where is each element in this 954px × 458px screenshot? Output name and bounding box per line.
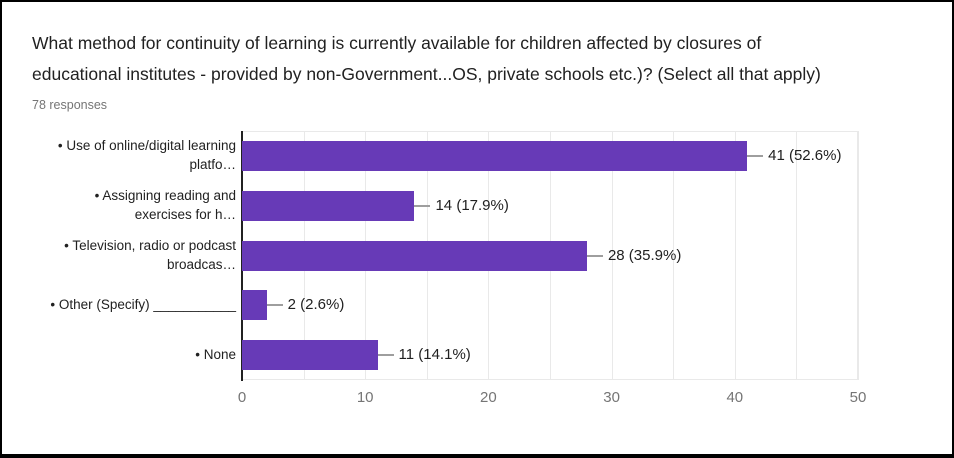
bar — [242, 190, 415, 221]
bar-value-label: 28 (35.9%) — [607, 246, 682, 264]
bar-value-label: 11 (14.1%) — [398, 346, 471, 364]
category-label-line: • Assigning reading and — [94, 187, 236, 203]
x-tick-label: 0 — [237, 389, 247, 406]
category-label: • None — [32, 345, 236, 364]
x-tick-label: 10 — [356, 389, 374, 406]
gridline — [796, 131, 798, 380]
bar-value-label: 2 (2.6%) — [287, 296, 345, 314]
responses-count: 78 responses — [32, 98, 108, 112]
bar — [242, 290, 267, 321]
x-tick-label: 40 — [726, 389, 744, 406]
category-label-line: • None — [195, 346, 236, 362]
question-title-line-1: What method for continuity of learning i… — [32, 33, 762, 53]
x-tick-label: 20 — [480, 389, 497, 406]
annotation-connector-line — [586, 254, 603, 257]
bar — [242, 240, 587, 271]
category-label-line: broadcas… — [166, 256, 236, 272]
category-label: • Television, radio or podcast broadcas… — [32, 236, 236, 274]
annotation-connector-line — [377, 354, 394, 357]
category-label-line: • Television, radio or podcast — [64, 237, 236, 253]
bar — [242, 340, 378, 371]
category-label-line: • Use of online/digital learning — [57, 137, 236, 153]
bar — [242, 140, 748, 171]
gridline — [858, 131, 859, 380]
x-tick-label: 30 — [603, 389, 620, 406]
annotation-connector-line — [747, 154, 764, 157]
x-tick-label: 50 — [849, 389, 867, 406]
question-title-line-2: educational institutes - provided by non… — [32, 64, 821, 84]
gridline — [673, 131, 675, 380]
category-label-line: • Other (Specify) ___________ — [50, 296, 236, 312]
gridline — [611, 131, 613, 380]
category-label: • Use of online/digital learning platfo… — [32, 136, 236, 174]
category-label: • Assigning reading and exercises for h… — [32, 186, 236, 224]
gridline — [734, 131, 736, 380]
category-label-line: platfo… — [189, 156, 236, 172]
bar-value-label: 41 (52.6%) — [768, 146, 842, 164]
annotation-connector-line — [266, 304, 283, 307]
category-label-line: exercises for h… — [134, 206, 236, 222]
bar-value-label: 14 (17.9%) — [435, 196, 509, 214]
chart-header: What method for continuity of learning i… — [32, 28, 936, 113]
category-label: • Other (Specify) ___________ — [32, 295, 236, 314]
annotation-connector-line — [414, 204, 431, 207]
